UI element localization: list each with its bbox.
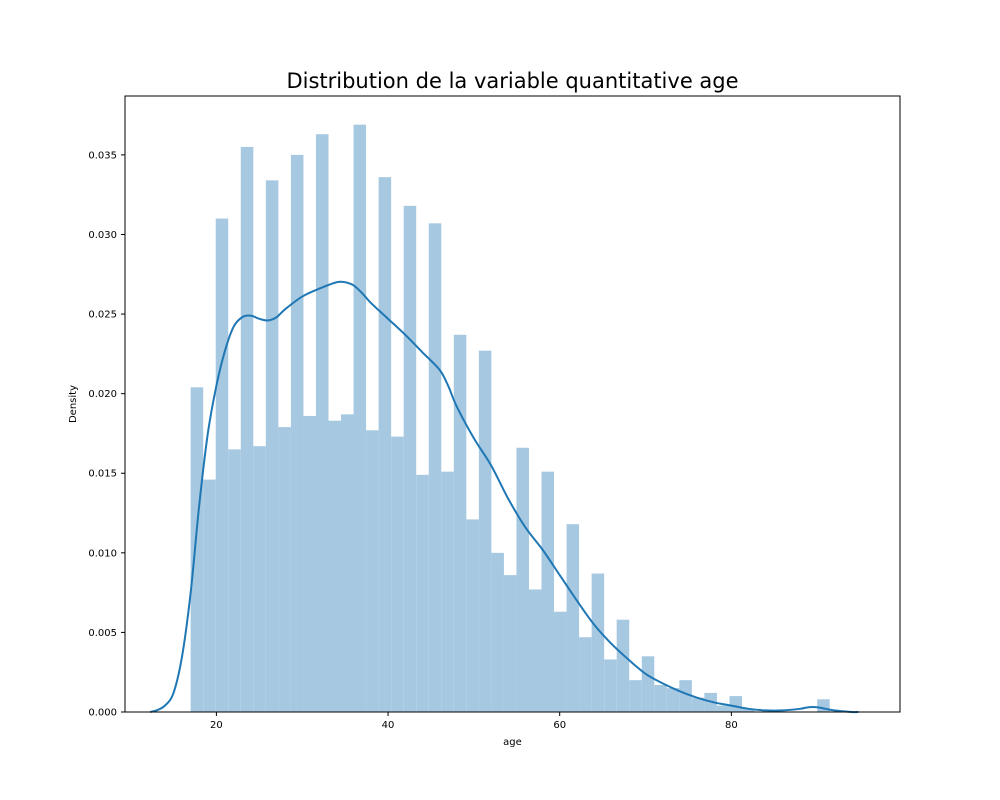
histogram-bar (428, 223, 442, 712)
x-tick-label: 60 (553, 720, 566, 731)
plot-frame (124, 95, 901, 713)
histogram-bar (579, 637, 592, 712)
x-tick-label: 20 (210, 720, 223, 731)
histogram-bar (203, 479, 216, 712)
histogram-bar (516, 447, 529, 712)
histogram-bar (441, 471, 454, 712)
y-tick-label: 0.035 (88, 150, 117, 161)
y-tick-label: 0.030 (88, 230, 117, 241)
histogram-bar (453, 334, 467, 712)
histogram-bar (716, 705, 730, 712)
histogram-bar (591, 573, 605, 712)
y-tick-label: 0.025 (88, 310, 117, 321)
histogram-bar (541, 471, 555, 712)
histogram-bar (629, 680, 642, 712)
histogram-bar (328, 420, 342, 712)
histogram-bar (528, 589, 542, 712)
histogram-bar (190, 387, 204, 712)
x-axis-label: age (503, 737, 522, 748)
histogram-bar (691, 697, 705, 712)
histogram-bar (641, 656, 655, 712)
histogram-bar (366, 430, 379, 712)
histogram-bar (654, 684, 667, 712)
histogram-bar (729, 696, 742, 712)
histogram-bar (478, 350, 492, 712)
histogram-bar (679, 680, 692, 712)
y-axis-label: Density (68, 385, 79, 423)
histogram-bar (416, 474, 429, 712)
x-tick-label: 40 (382, 720, 395, 731)
x-axis-ticks: 20 40 60 80 (210, 712, 738, 731)
histogram-bar (228, 449, 241, 712)
histogram-bar (554, 611, 567, 712)
histogram-bar (666, 688, 680, 712)
histogram-bar (604, 659, 617, 712)
histogram-bar (391, 436, 404, 712)
chart-title: Distribution de la variable quantitative… (286, 69, 738, 93)
histogram-bar (616, 619, 630, 712)
y-axis-ticks: 0.000 0.005 0.010 0.015 0.020 0.025 0.030 0.035 (88, 150, 125, 719)
histogram-bar (466, 519, 479, 712)
y-tick-label: 0.020 (88, 389, 117, 400)
histogram-bar (278, 427, 291, 712)
histogram-bar (290, 154, 304, 713)
kde-curve (150, 280, 859, 714)
y-tick-label: 0.000 (88, 708, 117, 719)
histogram-bar (378, 177, 392, 713)
histogram-bar (253, 446, 266, 712)
histogram-bar (265, 180, 279, 712)
histogram-bar (566, 524, 580, 712)
histogram-bar (491, 552, 504, 712)
histogram-bar (215, 218, 229, 713)
histogram-bar (240, 146, 254, 712)
histogram-bar (303, 415, 316, 712)
y-tick-label: 0.010 (88, 548, 117, 559)
y-tick-label: 0.005 (88, 628, 117, 639)
y-tick-label: 0.015 (88, 469, 117, 480)
x-tick-label: 80 (725, 720, 738, 731)
histogram-bar (341, 414, 354, 712)
histogram-bar (503, 575, 517, 712)
histogram-bar (741, 708, 755, 712)
histogram-bar (315, 134, 329, 713)
histogram-bar (403, 205, 417, 712)
histogram-bars (190, 124, 830, 713)
histogram-bar (353, 124, 367, 712)
